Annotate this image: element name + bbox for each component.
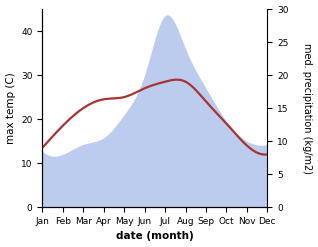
Y-axis label: max temp (C): max temp (C) [5, 72, 16, 144]
X-axis label: date (month): date (month) [116, 231, 194, 242]
Y-axis label: med. precipitation (kg/m2): med. precipitation (kg/m2) [302, 43, 313, 174]
